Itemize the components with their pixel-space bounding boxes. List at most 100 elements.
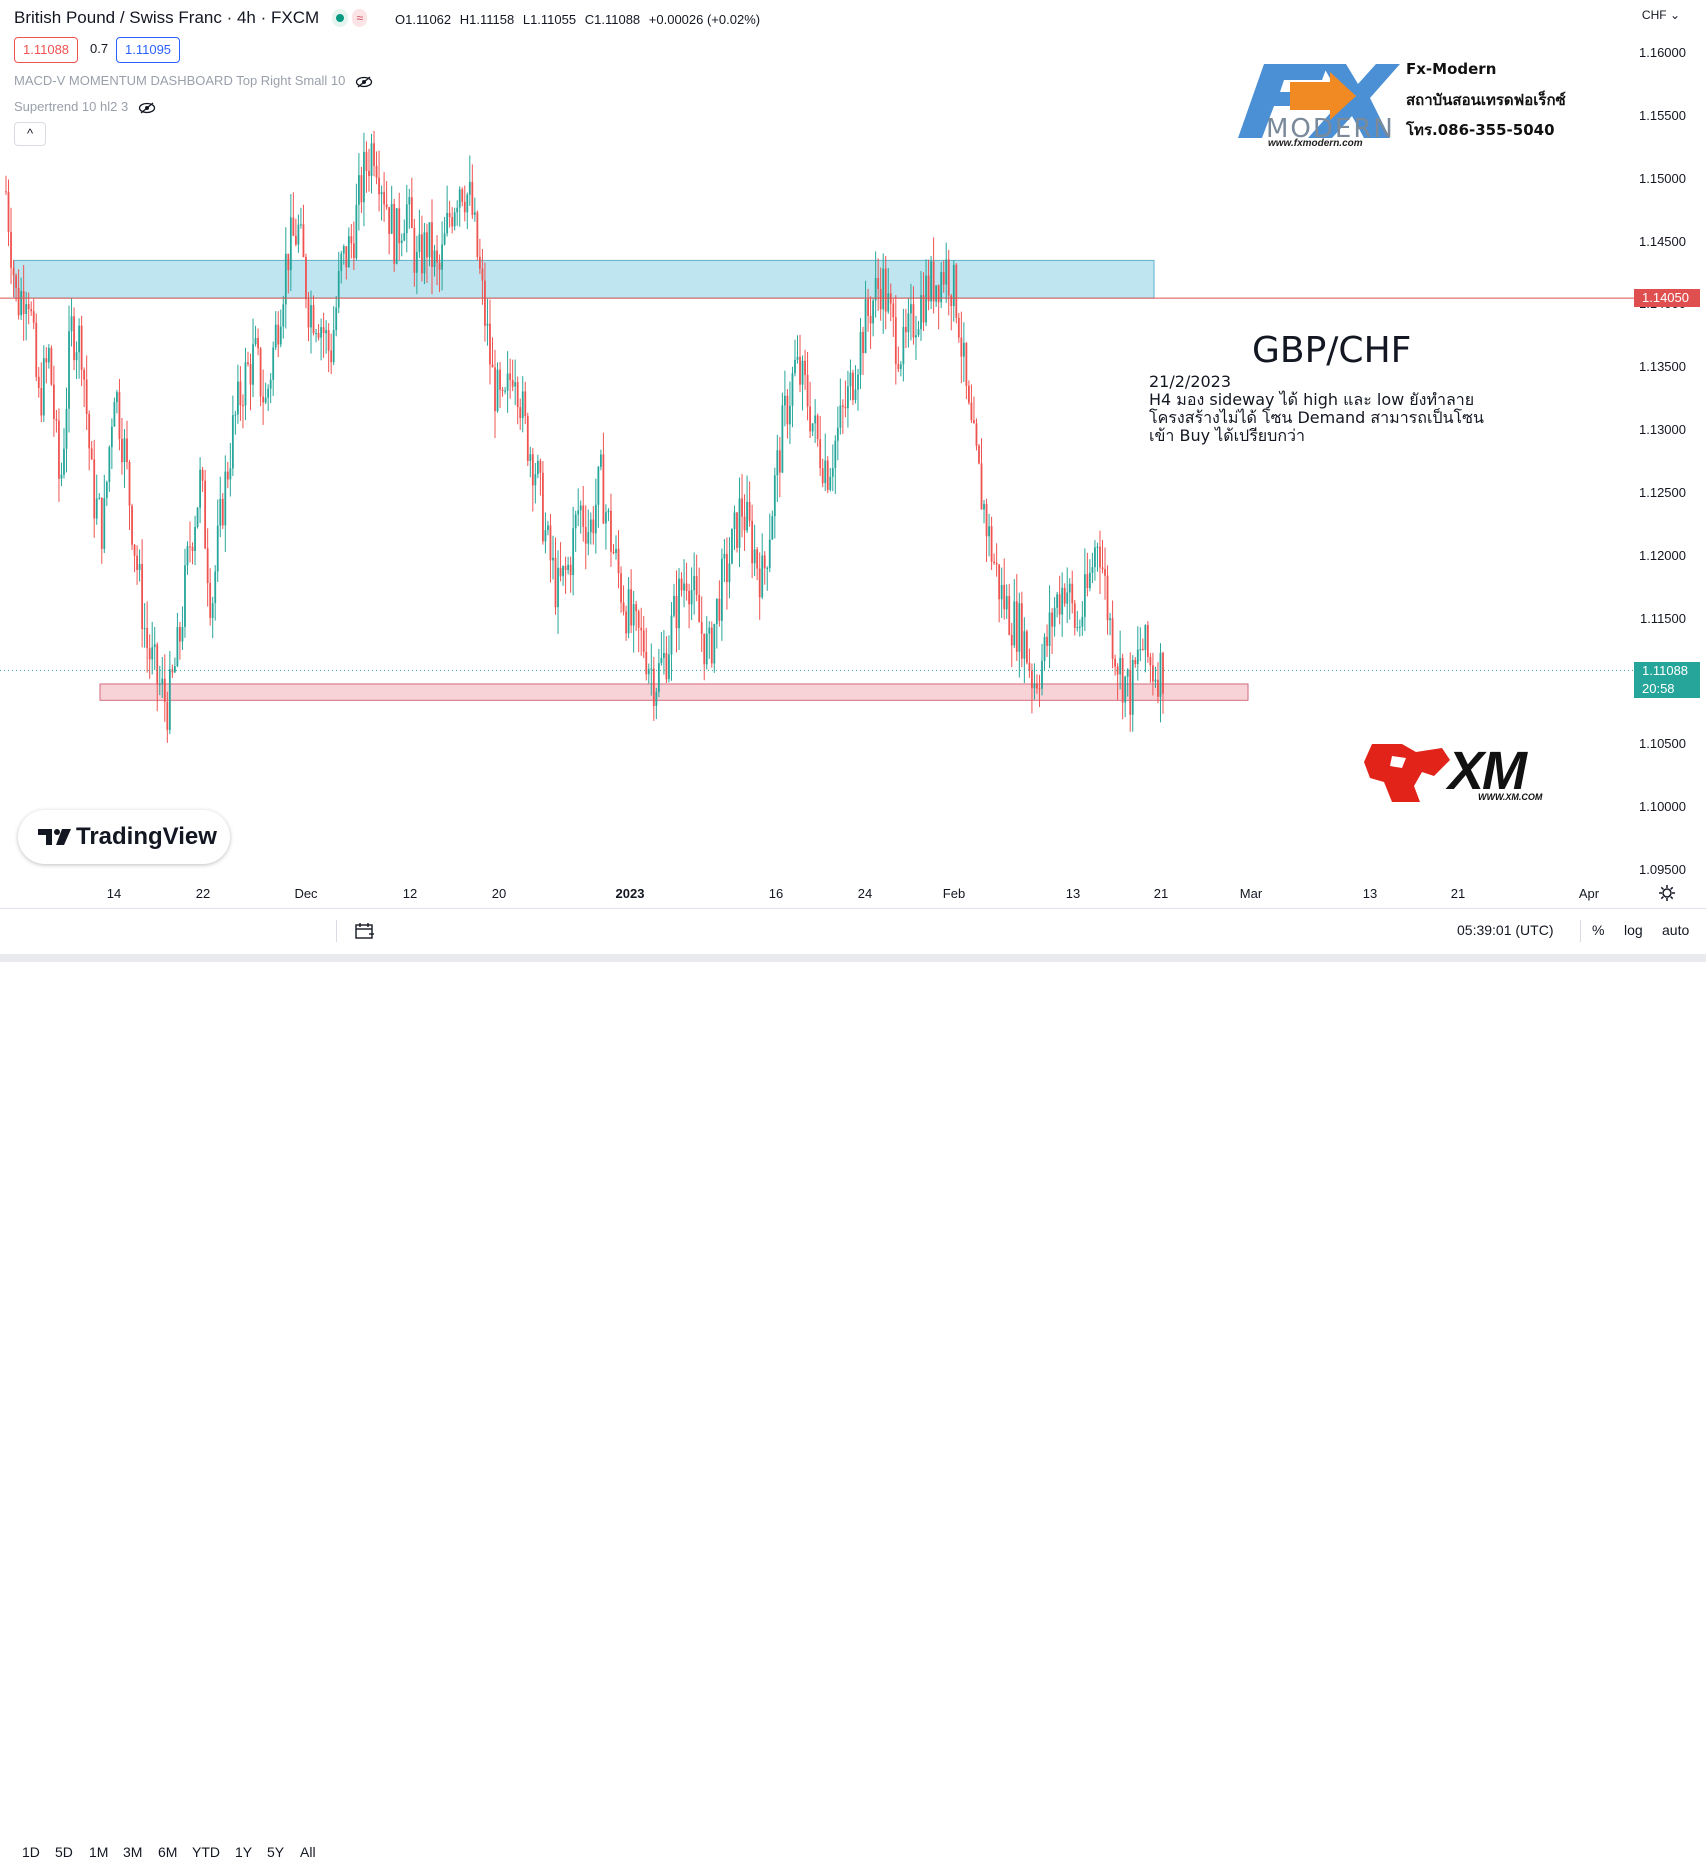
- candle-body: [781, 405, 784, 473]
- candle-body: [194, 526, 196, 551]
- candle-body: [1073, 603, 1076, 628]
- currency-menu[interactable]: CHF ⌄: [1642, 8, 1680, 22]
- candle-body: [872, 300, 875, 324]
- range-5d-button[interactable]: 5D: [55, 1844, 73, 1860]
- range-all-button[interactable]: All: [300, 1844, 316, 1860]
- indicator-supertrend[interactable]: Supertrend 10 hl2 3: [14, 99, 156, 114]
- symbol-title[interactable]: British Pound / Swiss Franc · 4h · FXCM: [14, 8, 320, 27]
- candle-body: [504, 390, 506, 392]
- sell-price-button[interactable]: 1.11088: [14, 37, 79, 63]
- goto-date-icon[interactable]: [355, 922, 375, 940]
- candle-body: [988, 526, 990, 537]
- candle-body: [10, 232, 12, 268]
- candle-body: [415, 251, 418, 273]
- percent-scale-toggle[interactable]: %: [1592, 922, 1605, 938]
- candle-body: [859, 331, 862, 375]
- candle-body: [652, 668, 655, 706]
- range-1y-button[interactable]: 1Y: [235, 1844, 253, 1860]
- candle-body: [484, 280, 486, 326]
- candle-body: [862, 331, 864, 354]
- candle-body: [131, 505, 133, 545]
- candle-body: [1020, 603, 1023, 659]
- candle-body: [630, 589, 633, 626]
- candle-body: [1000, 584, 1003, 600]
- candle-body: [557, 567, 559, 608]
- candle-body: [874, 278, 877, 301]
- range-3m-button[interactable]: 3M: [123, 1844, 143, 1860]
- candle-body: [1071, 583, 1074, 604]
- analysis-line-3: เข้า Buy ได้เปรียบกว่า: [1149, 426, 1305, 445]
- candle-body: [1066, 592, 1069, 604]
- candle-body: [310, 305, 312, 328]
- eye-hidden-icon[interactable]: [355, 76, 373, 88]
- auto-scale-toggle[interactable]: auto: [1662, 922, 1690, 938]
- candle-body: [836, 427, 839, 441]
- price-tick-label: 1.16000: [1639, 45, 1686, 60]
- candle-body: [990, 526, 993, 562]
- candle-body: [796, 356, 799, 360]
- candle-body: [579, 505, 582, 511]
- candle-body: [138, 564, 141, 570]
- candle-body: [1096, 546, 1099, 548]
- candle-body: [655, 692, 658, 706]
- candle-body: [1018, 603, 1021, 652]
- candle-body: [151, 647, 154, 660]
- window-bottom-edge: [0, 954, 1706, 962]
- candle-body: [108, 447, 111, 483]
- candle-body: [1104, 569, 1106, 576]
- candle-body: [166, 701, 169, 730]
- tradingview-badge[interactable]: TradingView: [18, 810, 230, 864]
- candle-body: [1131, 659, 1134, 715]
- utc-clock[interactable]: 05:39:01 (UTC): [1457, 922, 1554, 938]
- time-tick-label: Mar: [1239, 886, 1263, 901]
- market-status[interactable]: ≈: [332, 9, 368, 27]
- candle-body: [834, 440, 837, 469]
- price-tick-label: 1.15500: [1639, 107, 1686, 123]
- low-value: L1.11055: [522, 12, 577, 27]
- candle-body: [952, 264, 955, 307]
- candle-body: [1136, 649, 1139, 665]
- candle-body: [1083, 574, 1086, 617]
- candle-body: [736, 512, 738, 548]
- candle-body: [968, 385, 970, 403]
- candle-body: [625, 611, 627, 634]
- range-1m-button[interactable]: 1M: [89, 1844, 109, 1860]
- candle-body: [746, 501, 748, 531]
- candle-body: [211, 603, 214, 618]
- range-ytd-button[interactable]: YTD: [192, 1844, 220, 1860]
- range-6m-button[interactable]: 6M: [158, 1844, 178, 1860]
- candle-body: [373, 143, 375, 166]
- candle-body: [146, 628, 149, 649]
- indicator-macd[interactable]: MACD-V MOMENTUM DASHBOARD Top Right Smal…: [14, 73, 373, 88]
- candle-body: [239, 381, 242, 406]
- collapse-legend-button[interactable]: ^: [14, 122, 46, 146]
- eye-hidden-icon[interactable]: [138, 102, 156, 114]
- range-5y-button[interactable]: 5Y: [267, 1844, 285, 1860]
- range-1d-button[interactable]: 1D: [22, 1844, 40, 1860]
- candle-body: [947, 259, 950, 296]
- candle-body: [783, 395, 786, 406]
- buy-price-button[interactable]: 1.11095: [116, 37, 181, 63]
- analysis-note[interactable]: 21/2/2023 H4 มอง sideway ได้ high และ lo…: [1149, 373, 1484, 445]
- candle-body: [572, 528, 575, 575]
- price-chart[interactable]: [0, 0, 1706, 962]
- candle-body: [27, 304, 30, 310]
- settings-gear-icon[interactable]: [1658, 884, 1676, 902]
- candle-body: [489, 323, 491, 365]
- candle-body: [1023, 631, 1026, 659]
- indicator-macd-label: MACD-V MOMENTUM DASHBOARD Top Right Smal…: [14, 73, 346, 88]
- analysis-date: 21/2/2023: [1149, 372, 1232, 391]
- log-scale-toggle[interactable]: log: [1624, 922, 1643, 938]
- candle-body: [355, 204, 358, 259]
- candle-body: [514, 382, 517, 387]
- candle-body: [547, 525, 549, 531]
- pair-annotation[interactable]: GBP/CHF: [1252, 330, 1412, 371]
- candle-body: [821, 468, 824, 484]
- candle-body: [204, 480, 207, 549]
- candle-body: [345, 246, 348, 268]
- candle-body: [431, 222, 433, 267]
- candle-body: [657, 663, 660, 693]
- candle-body: [1159, 652, 1162, 697]
- candle-body: [1010, 634, 1013, 646]
- candle-body: [83, 369, 86, 380]
